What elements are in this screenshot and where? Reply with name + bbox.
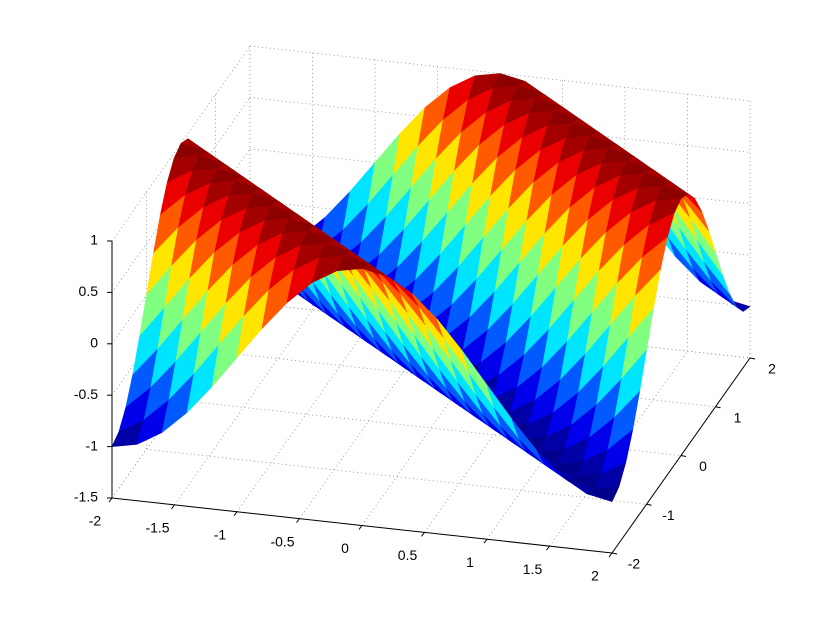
x-tick-label: 1.5 xyxy=(523,561,543,577)
tick-mark xyxy=(608,552,613,558)
x-tick-label: 2 xyxy=(591,568,599,584)
z-tick-label: -1 xyxy=(86,437,99,453)
tick-mark xyxy=(421,532,425,537)
x-tick-label: -2 xyxy=(89,513,102,529)
y-tick-label: 0 xyxy=(699,458,707,474)
tick-mark xyxy=(483,538,488,544)
x-tick-label: 0 xyxy=(341,540,349,556)
tick-mark xyxy=(171,504,175,510)
x-tick-label: 0.5 xyxy=(398,547,418,563)
tick-mark xyxy=(749,357,756,360)
z-tick-label: 0 xyxy=(90,335,98,351)
tick-mark xyxy=(296,518,300,523)
surface-patch xyxy=(586,486,620,502)
x-tick-label: -0.5 xyxy=(270,533,294,549)
tick-mark xyxy=(108,497,113,503)
z-tick-label: -0.5 xyxy=(74,386,98,402)
z-tick-label: 0.5 xyxy=(79,283,99,299)
z-tick-label: 1 xyxy=(90,232,98,248)
tick-mark xyxy=(646,503,652,506)
tick-mark xyxy=(715,406,721,409)
tick-mark xyxy=(680,455,687,457)
grid-line xyxy=(236,316,376,512)
x-tick-label: -1.5 xyxy=(145,520,169,536)
x-tick-label: -1 xyxy=(214,526,227,542)
tick-mark xyxy=(233,511,238,517)
z-tick-label: -1.5 xyxy=(74,489,98,505)
y-tick-label: -2 xyxy=(628,556,641,572)
y-tick-label: 1 xyxy=(734,409,742,425)
y-tick-label: -1 xyxy=(662,507,675,523)
tick-mark xyxy=(611,552,618,555)
tick-mark xyxy=(546,545,550,551)
tick-mark xyxy=(358,525,363,530)
y-tick-label: 2 xyxy=(768,361,776,377)
x-tick-label: 1 xyxy=(466,554,474,570)
